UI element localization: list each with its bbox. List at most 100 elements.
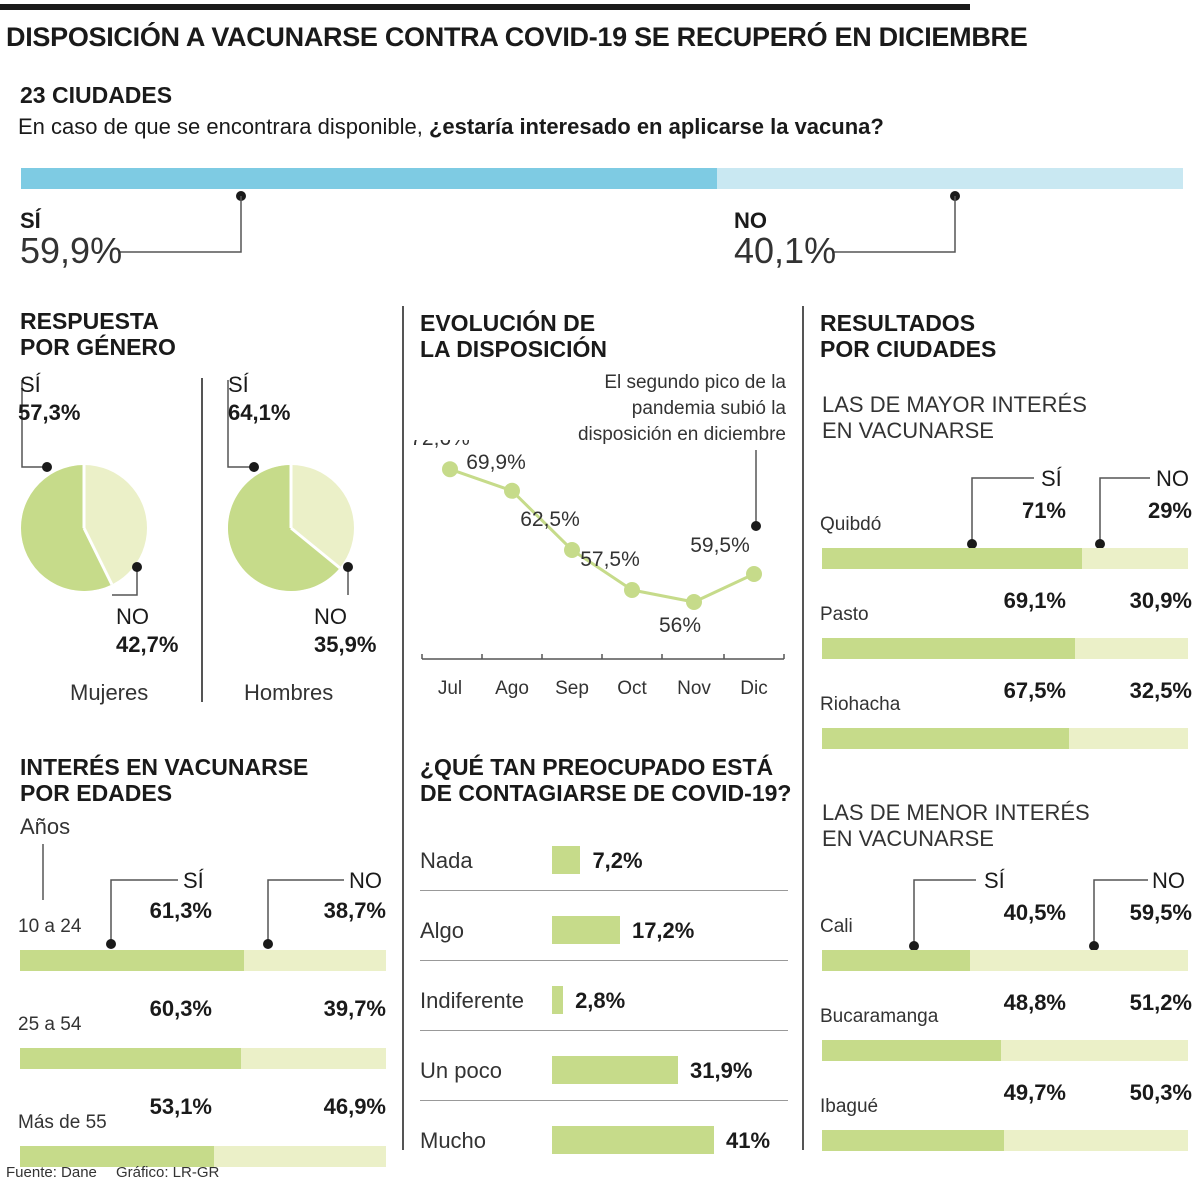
- worry-category: Indiferente: [420, 988, 524, 1013]
- worry-value: 31,9%: [690, 1058, 753, 1083]
- city-name: Bucaramanga: [820, 1006, 939, 1027]
- bar-no: [1074, 638, 1188, 659]
- cities-title-line1: RESULTADOS: [820, 310, 976, 336]
- ages-no-label: NO: [349, 868, 382, 893]
- bar-si: [822, 638, 1075, 659]
- worry-title-line1: ¿QUÉ TAN PREOCUPADO ESTÁ: [420, 754, 774, 780]
- men-no-label: NO: [314, 604, 347, 629]
- city-no-value: 50,3%: [1129, 1080, 1192, 1105]
- evolution-title-line2: LA DISPOSICIÓN: [420, 336, 607, 362]
- ages-leaders: [42, 844, 344, 949]
- worry-title: ¿QUÉ TAN PREOCUPADO ESTÁ DE CONTAGIARSE …: [420, 754, 791, 806]
- city-no-value: 59,5%: [1129, 900, 1192, 925]
- overall-si-value: 59,9%: [20, 230, 123, 271]
- bar-no: [970, 950, 1188, 971]
- worry-category: Nada: [420, 848, 473, 873]
- city-si-value: 40,5%: [1003, 900, 1066, 925]
- age-name: 10 a 24: [18, 916, 82, 937]
- cities-top-no-label: NO: [1156, 466, 1189, 491]
- question: En caso de que se encontrara disponible,…: [18, 114, 884, 140]
- bar-si: [822, 728, 1070, 749]
- evolution-note-line3: disposición en diciembre: [577, 424, 786, 445]
- ages-si-label: SÍ: [183, 868, 204, 893]
- age-no-value: 39,7%: [323, 996, 386, 1021]
- cities-top-si-label: SÍ: [1041, 466, 1062, 491]
- data-point: [442, 461, 458, 478]
- city-name: Ibagué: [820, 1096, 879, 1117]
- bar-si: [20, 1048, 241, 1069]
- data-point: [564, 542, 580, 558]
- question-plain: En caso de que se encontrara disponible,: [18, 114, 429, 139]
- city-no-value: 29%: [1147, 498, 1192, 523]
- worry-separator: [420, 1030, 788, 1031]
- worry-bar: [552, 916, 620, 944]
- x-tick-label: Oct: [617, 678, 647, 699]
- women-si-value: 57,3%: [18, 400, 81, 425]
- bar-no: [1081, 548, 1188, 569]
- bar-si: [822, 950, 971, 971]
- worry-bar: [552, 846, 581, 874]
- data-point: [746, 566, 762, 582]
- overall-leaders: [118, 191, 960, 253]
- cities-bottom-title-line1: LAS DE MENOR INTERÉS: [822, 800, 1090, 825]
- bar-no: [1003, 1130, 1188, 1151]
- question-bold: ¿estaría interesado en aplicarse la vacu…: [428, 114, 884, 139]
- men-si-label: SÍ: [228, 372, 249, 397]
- worry-bar: [552, 986, 564, 1014]
- divider-right: [802, 306, 804, 1150]
- cities-top-title: LAS DE MAYOR INTERÉS EN VACUNARSE: [822, 392, 1087, 444]
- city-no-value: 51,2%: [1129, 990, 1192, 1015]
- data-point: [504, 482, 520, 499]
- city-name: Cali: [820, 916, 853, 937]
- data-label: 72,6%: [410, 440, 470, 450]
- note-leader-dot: [751, 521, 761, 531]
- pie-si-slice: [228, 465, 340, 591]
- overall-bar-no: [717, 168, 1183, 189]
- worry-category: Algo: [420, 918, 465, 943]
- evolution-title-line1: EVOLUCIÓN DE: [420, 310, 596, 336]
- age-name: Más de 55: [18, 1112, 107, 1133]
- worry-bar: [552, 1126, 714, 1154]
- ages-title-line2: POR EDADES: [20, 780, 173, 806]
- cities-title-line2: POR CIUDADES: [820, 336, 997, 362]
- pie-men: [228, 465, 354, 591]
- overall-bar-si: [21, 168, 718, 189]
- evolution-note-line2: pandemia subió la: [631, 398, 786, 419]
- city-name: Riohacha: [820, 694, 901, 715]
- age-si-value: 60,3%: [149, 996, 212, 1021]
- gender-title-line2: POR GÉNERO: [20, 334, 176, 360]
- overall-si-label: SÍ: [20, 208, 41, 233]
- gender-title: RESPUESTA POR GÉNERO: [20, 308, 176, 360]
- evolution-line-chart: 72,6% Jul 69,9% Ago 62,5% Sep 57,5% Oct 56% Nov 59…: [410, 440, 785, 699]
- age-no-value: 46,9%: [323, 1094, 386, 1119]
- bar-no: [1069, 728, 1188, 749]
- age-name: 25 a 54: [18, 1014, 82, 1035]
- top-rule: [0, 4, 970, 10]
- worry-separator: [420, 890, 788, 891]
- men-label: Hombres: [244, 680, 334, 705]
- footer-credit: Gráfico: LR-GR: [116, 1164, 220, 1181]
- city-no-value: 32,5%: [1129, 678, 1192, 703]
- cities-bottom-title: LAS DE MENOR INTERÉS EN VACUNARSE: [822, 800, 1090, 852]
- worry-title-line2: DE CONTAGIARSE DE COVID-19?: [420, 780, 792, 806]
- bar-si: [822, 1040, 1001, 1061]
- city-si-value: 49,7%: [1003, 1080, 1066, 1105]
- evolution-note-line1: El segundo pico de la: [604, 372, 786, 393]
- overall-no-label: NO: [734, 208, 767, 233]
- bar-si: [20, 950, 245, 971]
- city-si-value: 67,5%: [1003, 678, 1066, 703]
- worry-value: 17,2%: [631, 918, 695, 943]
- ages-axis-label: Años: [20, 814, 71, 839]
- cities-bottom-title-line2: EN VACUNARSE: [822, 826, 994, 851]
- women-label: Mujeres: [70, 680, 149, 705]
- city-no-value: 30,9%: [1129, 588, 1192, 613]
- evolution-title: EVOLUCIÓN DE LA DISPOSICIÓN: [420, 310, 607, 362]
- x-tick-label: Jul: [438, 678, 462, 699]
- data-label: 62,5%: [520, 508, 580, 531]
- divider-gender: [201, 378, 203, 702]
- data-label: 57,5%: [580, 548, 640, 571]
- bar-no: [244, 950, 386, 971]
- pie-si-slice: [21, 465, 112, 591]
- cities-leaders: [909, 477, 1150, 951]
- age-si-value: 61,3%: [149, 898, 212, 923]
